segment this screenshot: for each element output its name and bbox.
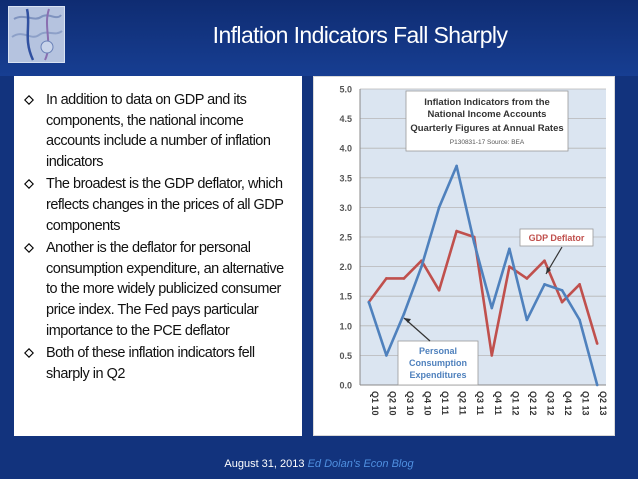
- y-tick-label: 4.0: [339, 144, 352, 154]
- y-tick-label: 4.5: [339, 114, 352, 124]
- pce-point: [472, 241, 476, 245]
- pce-point: [420, 265, 423, 268]
- gdp-deflator-point: [560, 300, 564, 304]
- hollow-diamond-icon: [24, 95, 34, 105]
- x-tick-label: Q1 13: [581, 391, 591, 416]
- x-tick-label: Q4 11: [493, 391, 503, 415]
- bullet-item: Another is the deflator for personal con…: [14, 238, 302, 341]
- pce-callout-label: Expenditures: [409, 370, 466, 380]
- gdp-deflator-point: [490, 354, 494, 357]
- chart-title-line: National Income Accounts: [428, 109, 547, 120]
- chart-title-box: [405, 90, 569, 152]
- y-tick-label: 0.0: [339, 381, 352, 391]
- y-tick-label: 0.5: [339, 351, 352, 361]
- gdp-deflator-point: [402, 277, 406, 280]
- y-tick-label: 3.5: [339, 173, 352, 183]
- y-tick-label: 2.5: [339, 233, 352, 243]
- gdp-deflator-point: [525, 277, 529, 280]
- footer: August 31, 2013 Ed Dolan's Econ Blog: [0, 458, 638, 470]
- pce-arrowhead: [404, 318, 411, 323]
- pce-point: [402, 312, 406, 316]
- y-tick-label: 3.0: [339, 203, 352, 213]
- hollow-diamond-icon: [24, 243, 34, 254]
- chart-title-line: Inflation Indicators from the: [424, 97, 550, 108]
- x-tick-label: Q1 11: [440, 391, 450, 415]
- x-tick-label: Q1 12: [510, 391, 520, 416]
- gdp-deflator-callout-label: GDP Deflator: [529, 233, 585, 243]
- pce-point: [437, 206, 441, 209]
- line-chart: 0.0 0.5 1.0 1.5 2.0 2.5 3.0 3.5 4.0 4.5 5.0 Q1 10 Q2…: [339, 85, 608, 416]
- bullet-list: In addition to data on GDP and its compo…: [14, 76, 302, 384]
- gdp-deflator-arrowhead: [546, 267, 551, 274]
- bullet-item: The broadest is the GDP deflator, which …: [14, 174, 302, 236]
- x-tick-label: Q3 11: [475, 391, 485, 415]
- pce-callout-box: [397, 340, 479, 386]
- pce-point: [385, 354, 388, 357]
- x-tick-label: Q2 13: [598, 391, 608, 416]
- bullet-panel: In addition to data on GDP and its compo…: [14, 76, 302, 436]
- chart-panel: 0.0 0.5 1.0 1.5 2.0 2.5 3.0 3.5 4.0 4.5 5.0 Q1 10 Q2…: [313, 76, 615, 436]
- gdp-deflator-callout-box: [519, 228, 594, 247]
- bullet-item: Both of these inflation indicators fell …: [14, 343, 302, 384]
- y-tick-label: 5.0: [339, 85, 352, 95]
- gdp-deflator-line: [367, 229, 599, 357]
- hollow-diamond-icon: [24, 348, 34, 359]
- chart-note: P130831-17 Source: BEA: [450, 139, 525, 146]
- gdp-deflator-point: [543, 259, 546, 262]
- gdp-deflator-point: [578, 283, 581, 286]
- x-tick-label: Q2 10: [387, 391, 397, 416]
- slide-title: Inflation Indicators Fall Sharply: [212, 22, 508, 48]
- y-tick-label: 2.0: [339, 262, 352, 272]
- pce-point: [508, 247, 511, 251]
- pce-point: [525, 318, 529, 322]
- pce-point: [455, 164, 458, 168]
- gdp-deflator-point: [437, 288, 441, 292]
- pce-point: [367, 300, 371, 304]
- footer-date: August 31, 2013: [224, 458, 305, 470]
- pce-callout-label: Personal: [419, 346, 457, 356]
- footer-blog-link[interactable]: Ed Dolan's Econ Blog: [307, 458, 414, 470]
- pce-callout-label: Consumption: [409, 358, 467, 368]
- gdp-deflator-point: [385, 277, 388, 280]
- pce-point: [595, 383, 599, 387]
- pce-point: [560, 288, 564, 292]
- x-tick-label: Q3 12: [546, 391, 556, 416]
- gdp-deflator-point: [595, 342, 599, 345]
- header-bar: Inflation Indicators Fall Sharply: [0, 0, 638, 76]
- globe-map-icon: [8, 6, 65, 63]
- x-tick-label: Q1 10: [370, 391, 380, 416]
- bullet-item: In addition to data on GDP and its compo…: [14, 90, 302, 172]
- pce-point: [490, 306, 494, 310]
- bullet-text: Another is the deflator for personal con…: [46, 240, 284, 339]
- bullet-text: The broadest is the GDP deflator, which …: [46, 176, 284, 234]
- bullet-text: Both of these inflation indicators fell …: [46, 345, 255, 382]
- y-tick-label: 1.5: [339, 292, 352, 302]
- x-tick-label: Q2 12: [528, 391, 538, 416]
- pce-point: [578, 318, 581, 322]
- x-tick-label: Q3 10: [405, 391, 415, 416]
- gdp-deflator-point: [508, 265, 511, 268]
- pce-point: [543, 283, 546, 286]
- x-tick-label: Q4 10: [423, 391, 433, 416]
- x-tick-label: Q4 12: [563, 391, 573, 416]
- x-tick-label: Q2 11: [458, 391, 468, 415]
- y-tick-label: 1.0: [339, 321, 352, 331]
- hollow-diamond-icon: [24, 179, 34, 190]
- chart-subtitle: Quarterly Figures at Annual Rates: [410, 123, 563, 134]
- pce-line: [367, 164, 599, 386]
- gdp-deflator-point: [455, 229, 458, 233]
- bullet-text: In addition to data on GDP and its compo…: [46, 92, 271, 170]
